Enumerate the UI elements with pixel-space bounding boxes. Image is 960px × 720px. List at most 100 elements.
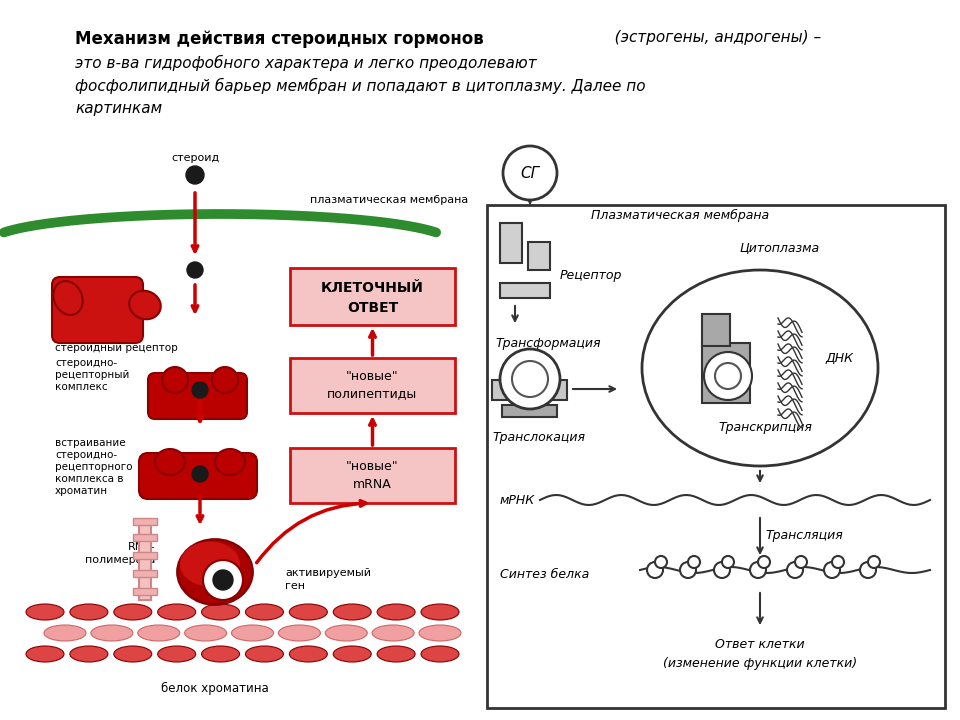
Text: (эстрогены, андрогены) –: (эстрогены, андрогены) – xyxy=(600,30,821,45)
Circle shape xyxy=(213,570,233,590)
Text: Транскрипция: Транскрипция xyxy=(718,421,812,434)
Ellipse shape xyxy=(278,625,321,641)
Ellipse shape xyxy=(91,625,132,641)
FancyBboxPatch shape xyxy=(148,373,247,419)
Circle shape xyxy=(832,556,844,568)
FancyBboxPatch shape xyxy=(290,448,455,503)
Circle shape xyxy=(647,562,663,578)
Text: полимераза: полимераза xyxy=(84,555,155,565)
Text: Синтез белка: Синтез белка xyxy=(500,569,589,582)
Circle shape xyxy=(192,382,208,398)
Text: Цитоплазма: Цитоплазма xyxy=(740,241,820,254)
Text: RNA-: RNA- xyxy=(128,542,155,552)
Ellipse shape xyxy=(421,604,459,620)
Ellipse shape xyxy=(421,646,459,662)
Circle shape xyxy=(688,556,700,568)
Text: стероидный рецептор: стероидный рецептор xyxy=(55,343,178,353)
FancyBboxPatch shape xyxy=(290,268,455,325)
Circle shape xyxy=(704,352,752,400)
Ellipse shape xyxy=(54,281,83,315)
Text: стероидно-: стероидно- xyxy=(55,450,117,460)
Circle shape xyxy=(192,466,208,482)
FancyBboxPatch shape xyxy=(52,277,143,343)
Circle shape xyxy=(715,363,741,389)
Ellipse shape xyxy=(246,604,283,620)
Circle shape xyxy=(795,556,807,568)
Ellipse shape xyxy=(419,625,461,641)
Circle shape xyxy=(750,562,766,578)
Bar xyxy=(133,534,157,541)
Text: это в-ва гидрофобного характера и легко преодолевают: это в-ва гидрофобного характера и легко … xyxy=(75,55,537,71)
Ellipse shape xyxy=(155,449,185,475)
Ellipse shape xyxy=(202,604,240,620)
Text: Механизм действия стероидных гормонов: Механизм действия стероидных гормонов xyxy=(75,30,484,48)
Ellipse shape xyxy=(333,604,372,620)
Ellipse shape xyxy=(114,646,152,662)
Bar xyxy=(528,242,550,270)
Text: полипептиды: полипептиды xyxy=(327,387,418,400)
Bar xyxy=(133,552,157,559)
Bar xyxy=(702,343,750,403)
Text: комплекс: комплекс xyxy=(55,382,108,392)
FancyBboxPatch shape xyxy=(139,453,257,499)
Ellipse shape xyxy=(44,625,86,641)
Text: Рецептор: Рецептор xyxy=(560,269,622,282)
Bar xyxy=(133,570,157,577)
Ellipse shape xyxy=(157,604,196,620)
Circle shape xyxy=(503,146,557,200)
Ellipse shape xyxy=(246,646,283,662)
Ellipse shape xyxy=(333,646,372,662)
Text: Трансформация: Трансформация xyxy=(495,338,601,351)
Ellipse shape xyxy=(215,449,245,475)
Text: Плазматическая мембрана: Плазматическая мембрана xyxy=(591,209,769,222)
Ellipse shape xyxy=(184,625,227,641)
Circle shape xyxy=(868,556,880,568)
Text: (изменение функции клетки): (изменение функции клетки) xyxy=(663,657,857,670)
Circle shape xyxy=(758,556,770,568)
Circle shape xyxy=(203,560,243,600)
Ellipse shape xyxy=(202,646,240,662)
Ellipse shape xyxy=(157,646,196,662)
Ellipse shape xyxy=(178,539,252,605)
Text: плазматическая мембрана: плазматическая мембрана xyxy=(310,195,468,205)
Bar xyxy=(139,525,151,600)
Ellipse shape xyxy=(642,270,878,466)
Circle shape xyxy=(500,349,560,409)
Ellipse shape xyxy=(70,646,108,662)
Ellipse shape xyxy=(130,291,160,319)
Text: КЛЕТОЧНЫЙ: КЛЕТОЧНЫЙ xyxy=(321,281,424,295)
Circle shape xyxy=(186,166,204,184)
Text: картинкам: картинкам xyxy=(75,101,162,116)
Circle shape xyxy=(824,562,840,578)
Circle shape xyxy=(680,562,696,578)
Text: ОТВЕТ: ОТВЕТ xyxy=(347,301,398,315)
Bar xyxy=(492,380,567,400)
Text: "новые": "новые" xyxy=(347,459,398,472)
Bar xyxy=(133,588,157,595)
Bar xyxy=(500,223,522,263)
Circle shape xyxy=(187,262,203,278)
Bar xyxy=(487,205,945,708)
Text: рецепторный: рецепторный xyxy=(55,370,130,380)
Circle shape xyxy=(714,562,730,578)
Ellipse shape xyxy=(325,625,368,641)
Text: мРНК: мРНК xyxy=(500,493,535,506)
FancyBboxPatch shape xyxy=(290,358,455,413)
Text: стероидно-: стероидно- xyxy=(55,358,117,368)
Text: СГ: СГ xyxy=(520,166,540,181)
Bar xyxy=(133,518,157,525)
Text: ДНК: ДНК xyxy=(825,351,853,364)
Text: mRNA: mRNA xyxy=(353,477,392,490)
Ellipse shape xyxy=(231,625,274,641)
Ellipse shape xyxy=(70,604,108,620)
Ellipse shape xyxy=(162,367,188,393)
Ellipse shape xyxy=(180,541,240,587)
Text: рецепторного: рецепторного xyxy=(55,462,132,472)
Text: белок хроматина: белок хроматина xyxy=(161,681,269,695)
Text: встраивание: встраивание xyxy=(55,438,126,448)
Circle shape xyxy=(860,562,876,578)
Text: стероид: стероид xyxy=(171,153,219,163)
Text: активируемый: активируемый xyxy=(285,568,371,578)
Ellipse shape xyxy=(372,625,414,641)
Ellipse shape xyxy=(26,604,64,620)
